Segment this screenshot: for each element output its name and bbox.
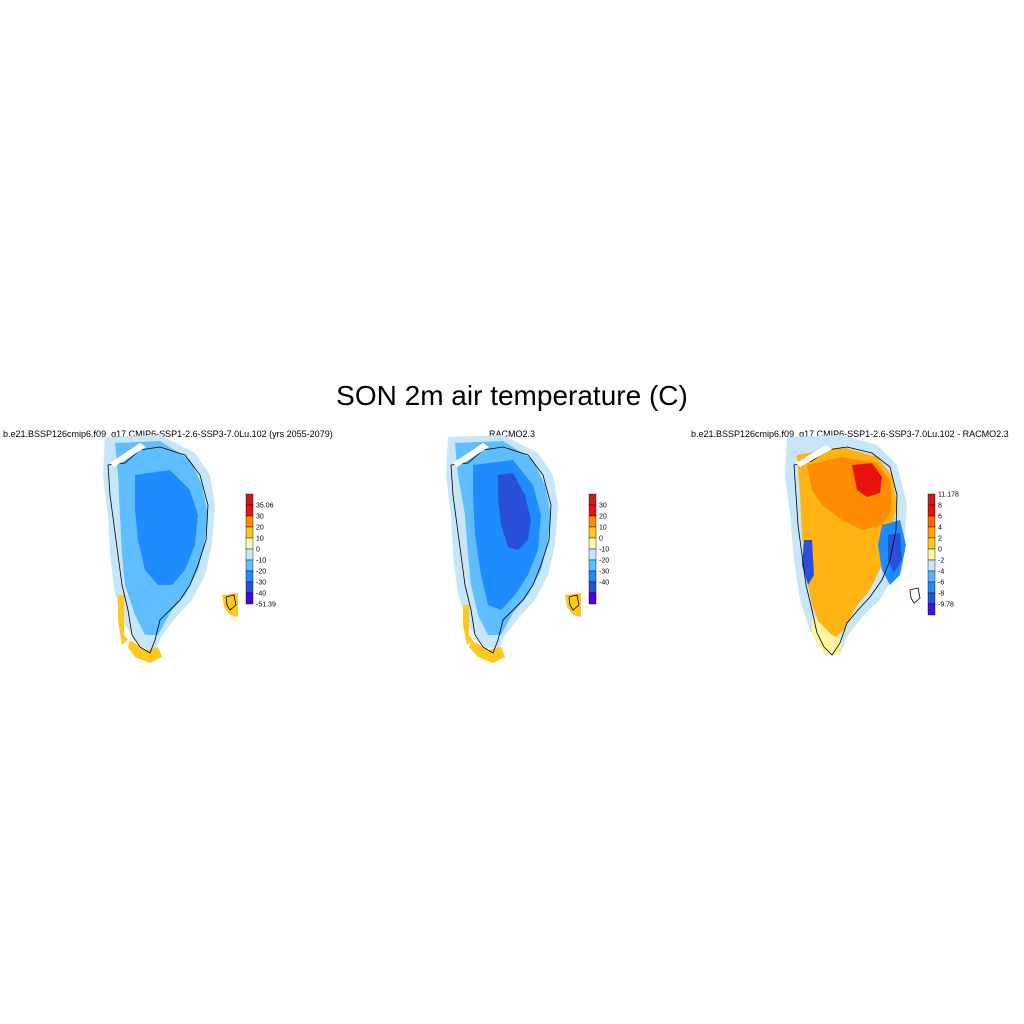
western-cold-bias (802, 540, 814, 585)
colorbar-swatch (927, 504, 936, 517)
colorbar-swatch (245, 581, 254, 594)
greenland-field-racmo (446, 435, 581, 663)
colorbar-swatch (927, 581, 936, 594)
colorbar-swatch (588, 581, 597, 594)
colorbar-label: 20 (599, 514, 607, 521)
southern-warm-coast (812, 615, 842, 655)
coldest-interior (498, 473, 531, 550)
panel-title-model: b.e21.BSSP126cmip6.f09_g17.CMIP6-SSP1-2.… (3, 429, 333, 439)
northern-hot-spot (852, 463, 882, 497)
colorbar-swatch (588, 559, 597, 572)
colorbar-label: 4 (938, 525, 942, 532)
map-difference (785, 435, 921, 656)
colorbar-label: -9.78 (938, 602, 954, 609)
colorbar-swatch (927, 603, 936, 616)
greenland-field-model (103, 435, 238, 663)
colorbar-label: 8 (938, 503, 942, 510)
colorbar-swatch (245, 592, 254, 605)
colorbar-swatch (245, 537, 254, 550)
colorbar-label: -6 (938, 580, 944, 587)
colorbar-label: -30 (599, 569, 609, 576)
greenland-coastline (107, 446, 209, 654)
colorbar-label: 0 (256, 547, 260, 554)
northern-white-gap (453, 443, 489, 467)
colorbar-label: -2 (938, 558, 944, 565)
colorbar-label: 30 (256, 514, 264, 521)
colorbar-swatch (927, 559, 936, 572)
colorbar-label: -4 (938, 569, 944, 576)
colorbar-label: 11.178 (938, 492, 959, 499)
colorbar-swatch (588, 548, 597, 561)
colorbar-label: 20 (256, 525, 264, 532)
colorbar-label: 10 (256, 536, 264, 543)
colorbar-swatch (927, 537, 936, 550)
colorbar-label: -10 (256, 558, 266, 565)
colorbar-swatch (245, 570, 254, 583)
colorbar-swatch (245, 515, 254, 528)
colorbar-label: -40 (599, 580, 609, 587)
northern-white-gap (796, 445, 832, 467)
greenland-coastline (793, 446, 898, 656)
colorbar-label: 10 (599, 525, 607, 532)
colorbar-swatch (245, 548, 254, 561)
colorbar-label: -10 (599, 547, 609, 554)
colorbar-swatch (245, 504, 254, 517)
colorbar-swatch (927, 515, 936, 528)
colorbar-swatch (927, 592, 936, 605)
colorbar-difference: 11.178 8 6 4 2 0 -2 -4 -6 -8 -9.78 (927, 492, 959, 616)
greenland-field-difference (785, 435, 921, 656)
southern-warm-coast (128, 640, 162, 663)
colorbar-label: -30 (256, 580, 266, 587)
island-coastline (225, 594, 237, 611)
interior-cold-region (135, 470, 198, 585)
colorbar-swatch (245, 526, 254, 539)
island-coastline (568, 594, 580, 611)
colorbar-label: -20 (599, 558, 609, 565)
map-model (103, 435, 238, 663)
colorbar-label: -8 (938, 591, 944, 598)
colorbar-label: -51.39 (256, 602, 276, 609)
island-coastline (909, 587, 921, 604)
colorbar-swatch (588, 570, 597, 583)
colorbar-label: -20 (256, 569, 266, 576)
colorbar-swatch (588, 515, 597, 528)
colorbar-swatch (588, 592, 597, 605)
greenland-coastline (450, 446, 552, 654)
colorbar-swatch (927, 493, 936, 506)
panel-title-racmo: RACMO2.3 (489, 429, 536, 439)
colorbar-label: 0 (938, 547, 942, 554)
colorbar-label: 30 (599, 503, 607, 510)
western-warm-coast (118, 595, 128, 645)
colorbar-swatch (927, 570, 936, 583)
southern-warm-coast (469, 640, 505, 663)
colorbar-racmo: 30 20 10 0 -10 -20 -30 -40 (588, 493, 609, 605)
colorbar-swatch (588, 526, 597, 539)
western-warm-coast (463, 605, 473, 645)
colorbar-label: 6 (938, 514, 942, 521)
colorbar-label: 2 (938, 536, 942, 543)
colorbar-label: 35.06 (256, 503, 274, 510)
colorbar-model: 35.06 30 20 10 0 -10 -20 -30 -40 -51.39 (245, 493, 276, 609)
colorbar-swatch (588, 504, 597, 517)
colorbar-label: -40 (256, 591, 266, 598)
colorbar-swatch (588, 537, 597, 550)
map-racmo (446, 435, 581, 663)
eastern-strong-cold-bias (888, 533, 902, 573)
colorbar-label: 0 (599, 536, 603, 543)
colorbar-swatch (245, 559, 254, 572)
northern-white-gap (110, 443, 146, 467)
colorbar-swatch (588, 493, 597, 506)
colorbar-swatch (927, 548, 936, 561)
figure-title: SON 2m air temperature (C) (336, 380, 688, 411)
colorbar-swatch (927, 526, 936, 539)
colorbar-swatch (245, 493, 254, 506)
panel-title-difference: b.e21.BSSP126cmip6.f09_g17.CMIP6-SSP1-2.… (691, 429, 1009, 439)
